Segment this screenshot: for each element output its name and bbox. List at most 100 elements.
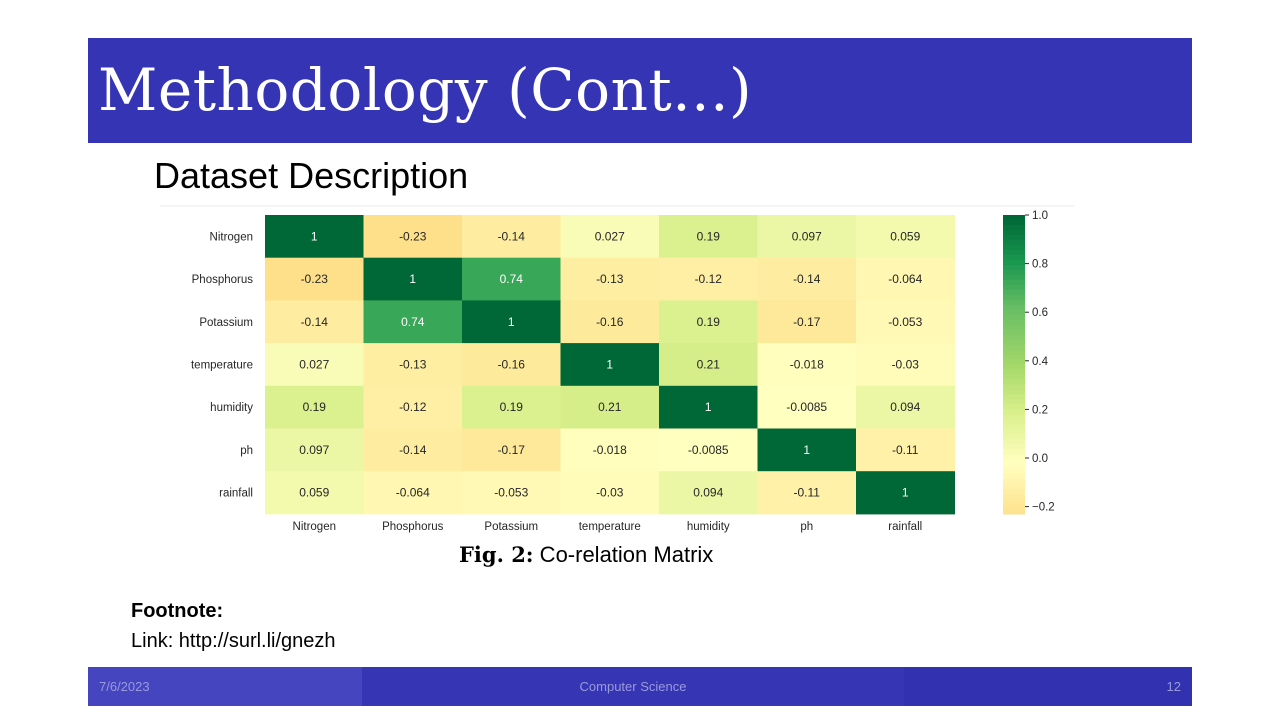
- cell-value-label: 0.059: [299, 486, 329, 500]
- heatmap-cell: [659, 385, 758, 429]
- colorbar-segment: [1003, 464, 1025, 470]
- column-label: Nitrogen: [293, 521, 336, 533]
- colorbar-segment: [1003, 284, 1025, 291]
- cell-value-label: -0.14: [301, 315, 329, 329]
- heatmap-cell: [462, 343, 561, 387]
- colorbar-segment: [1003, 394, 1025, 400]
- colorbar-segment: [1003, 299, 1025, 306]
- footer-date: 7/6/2023: [99, 679, 150, 694]
- cell-value-label: -0.13: [399, 357, 427, 371]
- colorbar-segment: [1003, 488, 1025, 495]
- footer-page-number: 12: [1166, 679, 1181, 694]
- footer-page-segment: 12: [904, 667, 1192, 706]
- correlation-matrix-figure: 1 -0.23 -0.14 0.027 0.19 0.097 0.059 -0.23 1 0.74…: [160, 205, 1075, 540]
- heatmap-cell: [659, 343, 758, 387]
- cell-value-label: 1: [508, 315, 515, 329]
- heatmap-cell: [659, 428, 758, 472]
- cell-value-label: 0.74: [401, 315, 425, 329]
- colorbar-segment: [1003, 229, 1025, 236]
- colorbar-segment: [1003, 259, 1025, 266]
- heatmap-cell: [363, 471, 463, 515]
- colorbar-segment: [1003, 404, 1025, 410]
- heatmap-cell: [363, 300, 463, 344]
- cell-value-label: 1: [902, 486, 909, 500]
- heatmap-cell: [659, 215, 758, 259]
- colorbar-segment: [1003, 304, 1025, 311]
- colorbar-segment: [1003, 449, 1025, 455]
- colorbar-segment: [1003, 269, 1025, 276]
- colorbar-segment: [1003, 219, 1025, 226]
- footer-center-text: Computer Science: [579, 679, 687, 694]
- cell-value-label: 1: [409, 272, 416, 286]
- cell-value-label: -0.03: [892, 357, 920, 371]
- colorbar-segment: [1003, 239, 1025, 246]
- cell-value-label: 0.21: [598, 400, 622, 414]
- heatmap-cell: [265, 257, 364, 301]
- heatmap-cell: [462, 300, 561, 344]
- colorbar-segment: [1003, 414, 1025, 420]
- heatmap-cell: [856, 471, 955, 515]
- cell-value-label: 1: [803, 443, 810, 457]
- colorbar-segment: [1003, 294, 1025, 301]
- cell-value-label: -0.17: [793, 315, 821, 329]
- heatmap-cell: [462, 385, 561, 429]
- colorbar-tick-label: 0.4: [1032, 356, 1049, 368]
- heatmap-cell: [560, 385, 660, 429]
- column-label: rainfall: [888, 521, 922, 533]
- heatmap-cell: [462, 428, 561, 472]
- colorbar-segment: [1003, 374, 1025, 380]
- colorbar-segment: [1003, 254, 1025, 261]
- heatmap-cell: [560, 215, 660, 259]
- footnote-link[interactable]: Link: http://surl.li/gnezh: [131, 630, 336, 652]
- cell-value-label: -0.064: [396, 486, 430, 500]
- colorbar-segment: [1003, 424, 1025, 430]
- heatmap-cell: [265, 471, 364, 515]
- heatmap-cell: [265, 343, 364, 387]
- heatmap-cell: [856, 215, 955, 259]
- colorbar-segment: [1003, 314, 1025, 321]
- footer-center-segment: Computer Science: [362, 667, 904, 706]
- colorbar-segment: [1003, 484, 1025, 490]
- colorbar-segment: [1003, 349, 1025, 356]
- colorbar-segment: [1003, 493, 1025, 500]
- colorbar-segment: [1003, 469, 1025, 475]
- heatmap-cell: [659, 300, 758, 344]
- colorbar-segment: [1003, 234, 1025, 241]
- colorbar-segment: [1003, 474, 1025, 480]
- cell-value-label: -0.0085: [786, 400, 827, 414]
- cell-value-label: -0.0085: [688, 443, 729, 457]
- heatmap-chart: 1 -0.23 -0.14 0.027 0.19 0.097 0.059 -0.23 1 0.74…: [160, 205, 1075, 533]
- column-label: temperature: [579, 521, 641, 533]
- cell-value-label: -0.23: [399, 229, 427, 243]
- colorbar-segment: [1003, 384, 1025, 390]
- cell-value-label: 0.094: [890, 400, 920, 414]
- colorbar-segment: [1003, 215, 1025, 221]
- heatmap-cell: [856, 343, 955, 387]
- cell-value-label: 1: [606, 357, 613, 371]
- heatmap-cell: [560, 257, 660, 301]
- colorbar-segment: [1003, 459, 1025, 465]
- colorbar-segment: [1003, 244, 1025, 251]
- heatmap-cell: [363, 257, 463, 301]
- heatmap-cell: [560, 471, 660, 515]
- colorbar-segment: [1003, 329, 1025, 336]
- heatmap-cell: [363, 343, 463, 387]
- heatmap-cell: [856, 257, 955, 301]
- heatmap-cell: [265, 300, 364, 344]
- heatmap-cell: [757, 385, 857, 429]
- cell-value-label: -0.16: [596, 315, 624, 329]
- colorbar-segment: [1003, 319, 1025, 326]
- heatmap-cell: [462, 471, 561, 515]
- colorbar-segment: [1003, 434, 1025, 440]
- colorbar-segment: [1003, 224, 1025, 231]
- heatmap-cell: [462, 257, 561, 301]
- cell-value-label: 0.059: [890, 229, 920, 243]
- column-label: Phosphorus: [382, 521, 444, 533]
- colorbar-segment: [1003, 309, 1025, 316]
- colorbar-segment: [1003, 498, 1025, 505]
- colorbar-segment: [1003, 399, 1025, 405]
- colorbar-segment: [1003, 503, 1025, 510]
- cell-value-label: -0.14: [399, 443, 427, 457]
- cell-value-label: 0.19: [500, 400, 524, 414]
- figure-caption: Fig. 2: Co-relation Matrix: [459, 541, 713, 569]
